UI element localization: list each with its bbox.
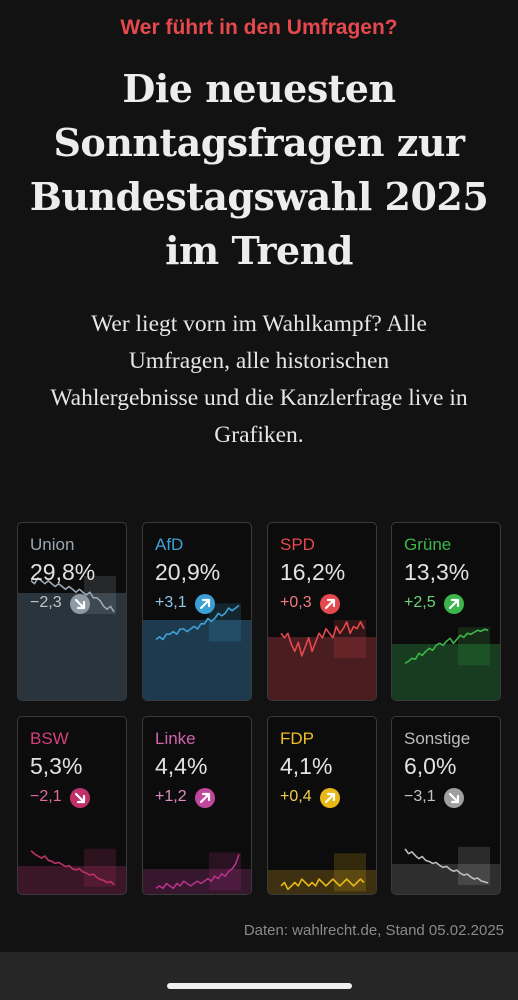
party-card-linke[interactable]: Linke 4,4% +1,2 <box>142 716 252 895</box>
party-percentage: 4,1% <box>280 753 333 779</box>
trend-sparkline <box>30 848 116 887</box>
trend-line <box>280 621 365 657</box>
party-percentage: 13,3% <box>404 559 470 585</box>
party-percentage: 16,2% <box>280 559 346 585</box>
party-percentage: 6,0% <box>404 753 457 779</box>
party-change: +0,4 <box>280 788 312 805</box>
trend-sparkline <box>280 853 366 892</box>
trend-line <box>155 854 240 890</box>
party-name: Linke <box>155 729 196 748</box>
trend-line <box>280 878 365 891</box>
trend-line <box>155 604 240 641</box>
intro-text: Wer liegt vorn im Wahlkampf? Alle Umfrag… <box>14 306 504 454</box>
headline-line: Die neuesten <box>122 66 396 111</box>
trend-sparkline <box>155 852 241 891</box>
uncertainty-band <box>84 848 116 887</box>
share-fill <box>392 644 500 700</box>
intro-line: Grafiken. <box>214 422 304 448</box>
party-card-union[interactable]: Union 29,8% −2,3 <box>17 522 127 701</box>
intro-line: Wahlergebnisse und die Kanzlerfrage live… <box>50 385 468 411</box>
party-card-bsw[interactable]: BSW 5,3% −2,1 <box>17 716 127 895</box>
trend-line <box>404 848 489 884</box>
intro-line: Wer liegt vorn im Wahlkampf? Alle <box>91 311 427 337</box>
intro-line: Umfragen, alle historischen <box>128 348 390 374</box>
party-name: SPD <box>280 535 315 554</box>
arrow-up-right-icon <box>320 788 340 808</box>
uncertainty-band <box>209 852 241 891</box>
party-percentage: 20,9% <box>155 559 221 585</box>
party-name: AfD <box>155 535 184 554</box>
party-name: Sonstige <box>404 729 471 748</box>
share-fill <box>268 637 376 700</box>
share-fill <box>392 864 500 894</box>
party-card-gruene[interactable]: Grüne 13,3% +2,5 <box>391 522 501 701</box>
page-title: Die neuesten Sonntagsfragen zur Bundesta… <box>20 62 498 278</box>
party-percentage: 29,8% <box>30 559 96 585</box>
party-name: FDP <box>280 729 314 748</box>
party-card-spd[interactable]: SPD 16,2% +0,3 <box>267 522 377 701</box>
arrow-down-right-icon <box>70 594 90 614</box>
arrow-up-right-icon <box>195 788 215 808</box>
arrow-down-right-icon <box>70 788 90 808</box>
party-change: +1,2 <box>155 788 187 805</box>
trend-line <box>30 577 115 613</box>
party-change: +2,5 <box>404 594 436 611</box>
party-change: +3,1 <box>155 594 187 611</box>
arrow-down-right-icon <box>444 788 464 808</box>
arrow-up-right-icon <box>444 594 464 614</box>
trend-sparkline <box>404 627 490 666</box>
headline-line: Sonntagsfragen zur <box>53 120 465 165</box>
trend-line <box>30 850 115 886</box>
trend-line <box>404 628 489 664</box>
home-indicator[interactable] <box>167 983 352 989</box>
source-note: Daten: wahlrecht.de, Stand 05.02.2025 <box>243 922 504 939</box>
party-percentage: 5,3% <box>30 753 83 779</box>
party-percentage: 4,4% <box>155 753 208 779</box>
party-change: −2,1 <box>30 788 62 805</box>
trend-sparkline <box>280 619 366 658</box>
party-name: Grüne <box>404 535 452 554</box>
uncertainty-band <box>334 619 366 658</box>
share-fill <box>143 620 251 700</box>
party-card-afd[interactable]: AfD 20,9% +3,1 <box>142 522 252 701</box>
party-card-fdp[interactable]: FDP 4,1% +0,4 <box>267 716 377 895</box>
party-card-sonstige[interactable]: Sonstige 6,0% −3,1 <box>391 716 501 895</box>
headline-line: im Trend <box>165 228 353 273</box>
party-change: −2,3 <box>30 594 62 611</box>
share-fill <box>18 866 126 894</box>
uncertainty-band <box>458 627 490 666</box>
party-name: BSW <box>30 729 69 748</box>
party-change: +0,3 <box>280 594 312 611</box>
party-change: −3,1 <box>404 788 436 805</box>
trend-sparkline <box>30 576 116 615</box>
trend-sparkline <box>404 846 490 885</box>
uncertainty-band <box>209 603 241 642</box>
arrow-up-right-icon <box>320 594 340 614</box>
kicker: Wer führt in den Umfragen? <box>120 16 398 39</box>
browser-bottom-bar <box>0 952 518 1000</box>
party-name: Union <box>30 535 75 554</box>
party-card-grid: Union 29,8% −2,3 AfD 20,9% +3,1 SPD 16,2% +0,3 Gr… <box>17 522 502 896</box>
trend-sparkline <box>155 603 241 642</box>
headline-line: Bundestagswahl 2025 <box>29 174 489 219</box>
arrow-up-right-icon <box>195 594 215 614</box>
